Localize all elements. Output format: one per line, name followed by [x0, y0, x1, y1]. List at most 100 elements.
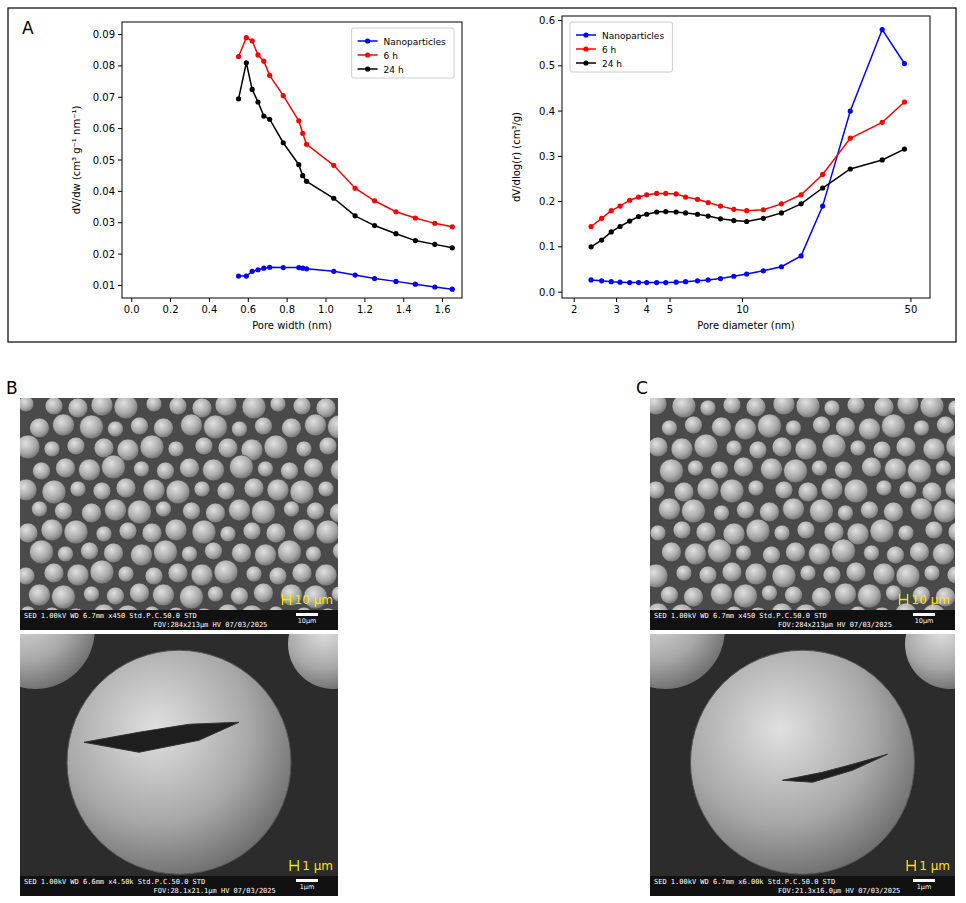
data-point [617, 280, 622, 285]
data-point [372, 223, 377, 228]
microsphere [20, 435, 40, 459]
microsphere [720, 479, 744, 503]
data-point [799, 253, 804, 258]
data-point [799, 201, 804, 206]
series-line [239, 63, 453, 248]
data-point [627, 198, 632, 203]
y-tick [118, 191, 122, 192]
data-point [296, 162, 301, 167]
microsphere [846, 562, 866, 582]
data-point [627, 280, 632, 285]
data-point [706, 277, 711, 282]
series-line [239, 267, 453, 289]
microsphere [661, 586, 679, 604]
microsphere [134, 461, 150, 477]
y-tick-label: 0.6 [539, 15, 555, 26]
y-tick [118, 285, 122, 286]
microsphere [884, 502, 904, 522]
data-point [848, 108, 853, 113]
microsphere [859, 418, 881, 440]
microsphere [114, 398, 138, 419]
x-tick [364, 298, 365, 302]
data-point [799, 192, 804, 197]
microsphere [154, 418, 174, 438]
microsphere [43, 607, 61, 610]
y-tick-label: 0.1 [539, 241, 555, 252]
microsphere [783, 498, 805, 520]
legend-label: Nanoparticles [602, 31, 664, 41]
microsphere [278, 540, 302, 564]
microsphere [284, 501, 300, 517]
data-point [599, 237, 604, 242]
microsphere [258, 461, 274, 477]
microsphere [64, 520, 88, 544]
microsphere [194, 608, 214, 610]
microsphere [737, 501, 755, 519]
microsphere [945, 478, 955, 500]
microsphere [937, 416, 955, 434]
data-point [654, 209, 659, 214]
microsphere [266, 523, 286, 543]
data-point [744, 208, 749, 213]
data-point [244, 273, 249, 278]
microsphere [145, 567, 163, 585]
microsphere [873, 441, 891, 459]
data-point [744, 271, 749, 276]
microsphere [131, 417, 149, 435]
scale-label: 1 µm [302, 859, 333, 873]
data-point [880, 157, 885, 162]
microsphere [58, 546, 74, 562]
microsphere [914, 420, 930, 436]
data-point [644, 280, 649, 285]
microsphere [923, 438, 945, 460]
data-point [588, 244, 593, 249]
microsphere [696, 522, 716, 542]
micrograph: SED 1.00kV WD 6.7mm x450 Std.P.C.50.0 ST… [644, 393, 966, 650]
data-point [236, 96, 241, 101]
x-tick [209, 298, 210, 302]
microsphere [166, 480, 190, 504]
microsphere [896, 564, 920, 588]
microsphere [745, 563, 767, 585]
microsphere [763, 546, 781, 564]
microsphere [204, 415, 228, 439]
data-point [609, 229, 614, 234]
plot-frame [562, 16, 930, 298]
microsphere [20, 606, 36, 610]
microsphere [20, 523, 38, 543]
microsphere [240, 605, 264, 610]
microsphere [307, 502, 325, 520]
legend-marker [583, 32, 588, 37]
scale-bar [913, 879, 935, 882]
panel-label: C [636, 378, 648, 398]
microsphere [232, 543, 252, 563]
microsphere [800, 565, 816, 581]
microsphere [29, 584, 51, 606]
micrograph: SED 1.00kV WD 6.7mm x450 Std.P.C.50.0 ST… [15, 394, 404, 649]
info-bar [20, 876, 338, 896]
image-background [20, 398, 338, 610]
data-point [644, 212, 649, 217]
x-tick-label: 2 [571, 304, 577, 315]
microsphere [786, 420, 802, 436]
data-point [674, 209, 679, 214]
data-point [250, 269, 255, 274]
data-point [372, 276, 377, 281]
data-point [744, 219, 749, 224]
microsphere [760, 502, 780, 522]
microsphere [872, 607, 892, 610]
microsphere [694, 434, 718, 458]
data-point [281, 265, 286, 270]
microsphere [180, 585, 204, 609]
microsphere [905, 634, 955, 689]
legend-marker [583, 60, 588, 65]
data-point [296, 118, 301, 123]
data-point [250, 87, 255, 92]
microsphere [140, 435, 164, 459]
y-tick [558, 156, 562, 157]
microsphere [44, 563, 64, 583]
data-point [761, 268, 766, 273]
microsphere [68, 398, 88, 418]
data-point [617, 204, 622, 209]
microsphere [650, 398, 667, 415]
